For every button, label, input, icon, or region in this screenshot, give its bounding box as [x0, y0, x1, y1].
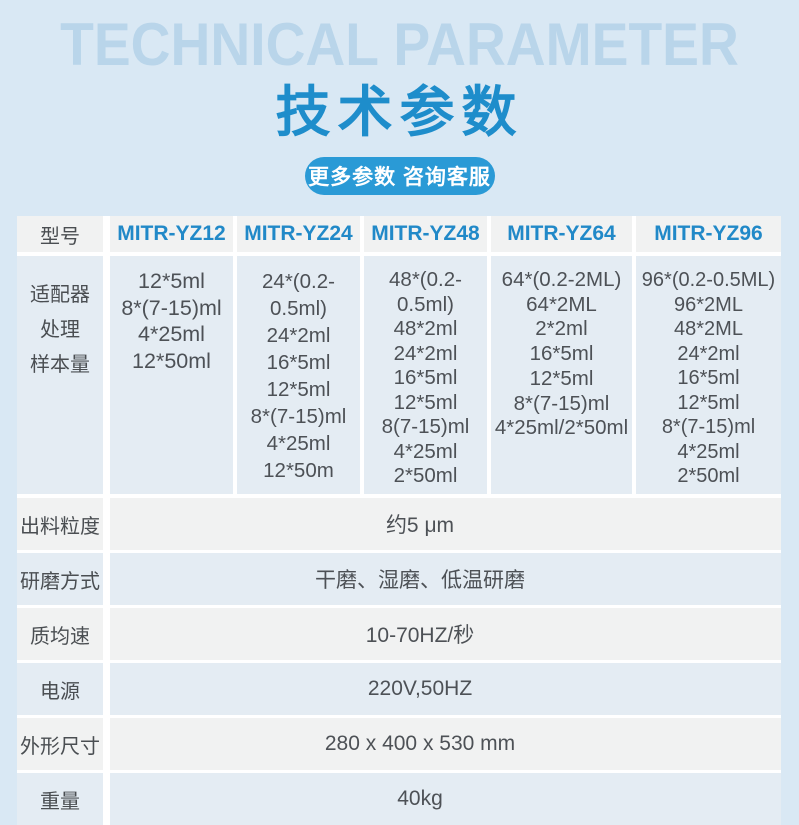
- adapter-capacity-row: 适配器 处理 样本量 12*5ml 8*(7-15)ml 4*25ml 12*50ml 2…: [17, 256, 781, 494]
- value-line: 48*(0.2-0.5ml): [389, 268, 462, 316]
- adapter-values-yz12: 12*5ml 8*(7-15)ml 4*25ml 12*50ml: [110, 256, 233, 494]
- spec-row-dimensions: 外形尺寸 280 x 400 x 530 mm: [17, 718, 781, 770]
- value-line: 24*2ml: [266, 324, 331, 347]
- row-label-particle-size: 出料粒度: [17, 498, 103, 550]
- spec-row-power: 电源 220V,50HZ: [17, 663, 781, 715]
- value-line: 12*50ml: [132, 348, 211, 373]
- value-line: 24*2ml: [393, 341, 458, 365]
- adapter-values-yz24: 24*(0.2-0.5ml) 24*2ml 16*5ml 12*5ml 8*(7-15)…: [237, 256, 360, 494]
- value-line: 12*50m: [263, 459, 334, 482]
- row-label-power: 电源: [17, 663, 103, 715]
- consult-service-button[interactable]: 更多参数 咨询客服: [304, 157, 495, 195]
- row-label-grinding-method: 研磨方式: [17, 553, 103, 605]
- title-english-text: TECHNICAL PARAMETER: [60, 11, 739, 78]
- row-label-adapter-capacity: 适配器 处理 样本量: [17, 256, 103, 494]
- value-line: 16*5ml: [266, 351, 331, 374]
- value-line: 2*50ml: [677, 465, 740, 487]
- column-header-yz48: MITR-YZ48: [364, 216, 487, 252]
- value-line: 16*5ml: [393, 366, 458, 389]
- adapter-values-yz64: 64*(0.2-2ML) 64*2ML 2*2ml 16*5ml 12*5ml 8*(7-…: [491, 256, 632, 494]
- spec-row-weight: 重量 40kg: [17, 773, 781, 825]
- row-label-dimensions: 外形尺寸: [17, 718, 103, 770]
- row-value-power: 220V,50HZ: [110, 663, 781, 715]
- value-line: 24*(0.2-0.5ml): [262, 270, 335, 320]
- table-header-row: 型号 MITR-YZ12 MITR-YZ24 MITR-YZ48 MITR-YZ…: [17, 216, 781, 252]
- value-line: 96*(0.2-0.5ML): [641, 269, 776, 291]
- value-line: 12*5ml: [677, 391, 740, 414]
- column-header-model: 型号: [17, 216, 103, 252]
- value-line: 16*5ml: [529, 342, 594, 366]
- value-line: 4*25ml: [266, 432, 331, 455]
- title-english-watermark: TECHNICAL PARAMETER: [0, 0, 799, 76]
- row-value-particle-size: 约5 μm: [110, 498, 781, 550]
- adapter-values-yz96: 96*(0.2-0.5ML) 96*2ML 48*2ML 24*2ml 16*5ml 12…: [636, 256, 781, 494]
- value-line: 12*5ml: [393, 390, 458, 414]
- adapter-values-yz48: 48*(0.2-0.5ml) 48*2ml 24*2ml 16*5ml 12*5ml 8(…: [364, 256, 487, 494]
- value-line: 4*25ml: [393, 439, 458, 463]
- value-line: 64*(0.2-2ML): [501, 268, 622, 291]
- label-line: 适配器: [30, 284, 90, 306]
- row-label-weight: 重量: [17, 773, 103, 825]
- row-value-dimensions: 280 x 400 x 530 mm: [110, 718, 781, 770]
- column-header-yz96: MITR-YZ96: [636, 216, 781, 252]
- page-title: 技术参数: [275, 81, 524, 143]
- value-line: 8*(7-15)ml: [661, 416, 756, 438]
- spec-row-particle-size: 出料粒度 约5 μm: [17, 498, 781, 550]
- value-line: 8*(7-15)ml: [250, 405, 347, 428]
- label-line: 处理: [40, 319, 80, 341]
- hero-section: TECHNICAL PARAMETER 技术参数 更多参数 咨询客服: [0, 0, 799, 195]
- value-line: 12*5ml: [138, 269, 205, 293]
- value-line: 96*2ML: [674, 293, 743, 316]
- value-line: 4*25ml: [677, 440, 740, 463]
- row-value-weight: 40kg: [110, 773, 781, 825]
- value-line: 4*25ml/2*50ml: [494, 416, 629, 440]
- column-header-yz24: MITR-YZ24: [237, 216, 360, 252]
- value-line: 2*2ml: [535, 317, 588, 341]
- value-line: 4*25ml: [138, 322, 205, 346]
- row-label-speed: 质均速: [17, 608, 103, 660]
- value-line: 2*50ml: [393, 464, 458, 487]
- label-line: 样本量: [30, 354, 90, 376]
- value-line: 8(7-15)ml: [381, 415, 470, 438]
- value-line: 8*(7-15)ml: [121, 295, 222, 320]
- value-line: 16*5ml: [677, 367, 740, 389]
- value-line: 12*5ml: [266, 378, 331, 401]
- value-line: 12*5ml: [529, 366, 594, 390]
- value-line: 8*(7-15)ml: [513, 391, 610, 415]
- value-line: 24*2ml: [677, 342, 740, 365]
- spec-row-grinding-method: 研磨方式 干磨、湿磨、低温研磨: [17, 553, 781, 605]
- column-header-yz12: MITR-YZ12: [110, 216, 233, 252]
- value-line: 64*2ML: [526, 292, 597, 316]
- row-value-grinding-method: 干磨、湿磨、低温研磨: [110, 553, 781, 605]
- column-header-yz64: MITR-YZ64: [491, 216, 632, 252]
- row-value-speed: 10-70HZ/秒: [110, 608, 781, 660]
- value-line: 48*2ML: [674, 318, 743, 340]
- value-line: 48*2ml: [393, 317, 458, 340]
- spec-row-speed: 质均速 10-70HZ/秒: [17, 608, 781, 660]
- spec-table: 型号 MITR-YZ12 MITR-YZ24 MITR-YZ48 MITR-YZ…: [17, 216, 781, 825]
